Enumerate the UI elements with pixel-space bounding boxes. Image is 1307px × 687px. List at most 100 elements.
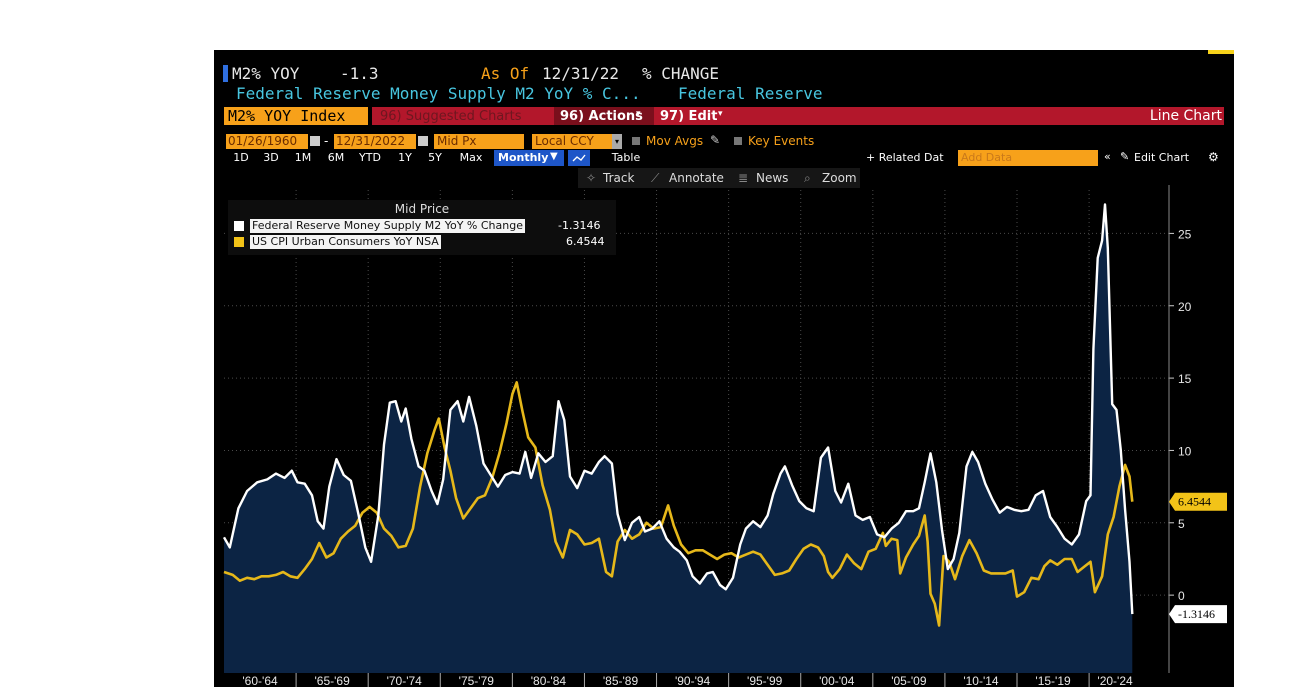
y-tick-label: 10 [1178, 444, 1192, 458]
add-data-field[interactable]: Add Data [958, 150, 1098, 166]
end-date-field[interactable]: 12/31/2022 [334, 134, 416, 149]
period-3d-button[interactable]: 3D [263, 151, 279, 164]
pencil-icon[interactable]: ✎ [710, 133, 721, 147]
y-tick-label: 25 [1178, 227, 1192, 241]
start-date-field[interactable]: 01/26/1960 [226, 134, 308, 149]
period-6m-button[interactable]: 6M [327, 151, 345, 164]
period-5y-button[interactable]: 5Y [428, 151, 442, 164]
related-data-button[interactable]: + Related Dat [866, 151, 944, 164]
zoom-button[interactable]: Zoom [822, 171, 857, 185]
frequency-caret-icon: ▼ [550, 151, 558, 162]
date-range-dash: - [324, 134, 329, 148]
collapse-icon[interactable]: « [1104, 150, 1111, 163]
x-tick-label: '90-'94 [675, 674, 711, 687]
y-tick-label: 15 [1178, 372, 1192, 386]
y-axis: 0 5 10 15 20 25 [1168, 185, 1192, 673]
ticker-value: -1.3 [340, 64, 379, 83]
m2-series [222, 203, 1134, 615]
period-bar: 1D 3D 1M 6M YTD 1Y 5Y Max Monthly ▼ Tabl… [214, 150, 1234, 166]
price-field[interactable]: Mid Px [434, 134, 524, 149]
chart-type-label[interactable]: Line Chart [1149, 108, 1222, 124]
ticker-marker [223, 65, 228, 82]
edit-chart-button[interactable]: Edit Chart [1134, 151, 1190, 164]
news-icon: ≣ [738, 171, 749, 185]
actions-menu[interactable]: 96) Actions [560, 109, 643, 124]
cpi-series [223, 381, 1134, 627]
change-label: % CHANGE [642, 64, 720, 83]
as-of-date: 12/31/22 [542, 64, 620, 83]
command-bar: M2% YOY Index 96) Suggested Charts 96) A… [214, 106, 1234, 126]
key-events-checkbox[interactable] [734, 137, 742, 145]
x-tick-label: '75-'79 [459, 674, 495, 687]
legend-swatch-m2 [234, 221, 244, 231]
chart-tools-bar: ✧ Track ⟋ Annotate ≣ News ⌕ Zoom [214, 168, 1234, 188]
y-tick-label: 20 [1178, 300, 1192, 314]
table-button[interactable]: Table [611, 151, 641, 164]
line-chart-icon[interactable] [568, 150, 590, 166]
news-button[interactable]: News [756, 171, 789, 185]
end-calendar-icon[interactable] [418, 136, 428, 146]
m2-line [222, 203, 1134, 615]
x-tick-label: '95-'99 [747, 674, 783, 687]
line-chart-glyph [572, 154, 586, 162]
legend-label-cpi[interactable]: US CPI Urban Consumers YoY NSA [250, 235, 441, 249]
edit-menu[interactable]: 97) Edit [660, 109, 718, 124]
legend-swatch-cpi [234, 237, 244, 247]
cpi-last-value-badge-text: 6.4544 [1178, 495, 1211, 509]
key-events-label[interactable]: Key Events [748, 134, 815, 148]
start-calendar-icon[interactable] [310, 136, 320, 146]
track-icon: ✧ [586, 171, 597, 185]
actions-caret-icon: ▾ [636, 109, 641, 119]
cpi-last-value-badge: 6.4544 [1169, 492, 1227, 511]
currency-field[interactable]: Local CCY [532, 134, 612, 149]
track-button[interactable]: Track [603, 171, 635, 185]
m2-last-value-badge-text: -1.3146 [1178, 607, 1215, 621]
window-accent [1208, 50, 1234, 54]
period-1d-button[interactable]: 1D [233, 151, 249, 164]
annotate-icon: ⟋ [651, 171, 660, 185]
last-value-badges: 6.4544 -1.3146 [1169, 492, 1227, 624]
x-tick-label: '60-'64 [242, 674, 278, 687]
m2-area [224, 204, 1133, 673]
edit-chart-pencil-icon: ✎ [1120, 150, 1130, 163]
mov-avgs-label[interactable]: Mov Avgs [646, 134, 704, 148]
index-field[interactable]: M2% YOY Index [224, 107, 368, 125]
ticker-header: M2% YOY -1.3 As Of 12/31/22 % CHANGE [214, 64, 1234, 84]
actions-bg [554, 107, 654, 125]
m2-last-value-badge: -1.3146 [1169, 605, 1227, 624]
x-axis: '60-'64 '65-'69 '70-'74 '75-'79 '80-'84 '85-'… [242, 673, 1133, 687]
x-tick-label: '20-'24 [1097, 674, 1133, 687]
currency-caret-icon[interactable]: ▾ [612, 134, 622, 149]
x-tick-label: '65-'69 [314, 674, 350, 687]
frequency-dropdown[interactable]: Monthly [498, 151, 549, 164]
period-1y-button[interactable]: 1Y [398, 151, 412, 164]
m2-area-fill [224, 204, 1133, 673]
ticker-symbol: M2% YOY [232, 64, 300, 83]
edit-caret-icon: ▾ [718, 109, 723, 119]
parameter-bar: 01/26/1960 - 12/31/2022 Mid Px Local CCY… [214, 133, 1234, 149]
legend-label-m2[interactable]: Federal Reserve Money Supply M2 YoY % Ch… [250, 219, 525, 233]
source-text: Federal Reserve [678, 84, 823, 103]
legend-value-cpi: 6.4544 [566, 235, 605, 248]
zoom-icon: ⌕ [804, 171, 811, 185]
chart-tools-bg [578, 168, 860, 188]
y-tick-label: 0 [1178, 589, 1185, 603]
gear-icon[interactable]: ⚙ [1208, 150, 1219, 164]
period-max-button[interactable]: Max [459, 151, 483, 164]
x-tick-label: '00-'04 [819, 674, 855, 687]
period-ytd-button[interactable]: YTD [359, 151, 381, 164]
x-tick-label: '85-'89 [603, 674, 639, 687]
as-of-label: As Of [481, 64, 530, 83]
x-tick-label: '80-'84 [531, 674, 567, 687]
period-1m-button[interactable]: 1M [294, 151, 312, 164]
y-tick-label: 5 [1178, 517, 1185, 531]
legend: Mid Price Federal Reserve Money Supply M… [228, 200, 616, 255]
annotate-button[interactable]: Annotate [669, 171, 724, 185]
terminal-window: M2% YOY -1.3 As Of 12/31/22 % CHANGE Fed… [214, 50, 1234, 687]
legend-title: Mid Price [394, 202, 450, 216]
mov-avgs-checkbox[interactable] [632, 137, 640, 145]
x-tick-label: '70-'74 [387, 674, 423, 687]
cpi-last-value-badge-shape [1169, 492, 1227, 511]
suggested-charts-button[interactable]: 96) Suggested Charts [380, 109, 522, 124]
cpi-line [223, 381, 1134, 627]
